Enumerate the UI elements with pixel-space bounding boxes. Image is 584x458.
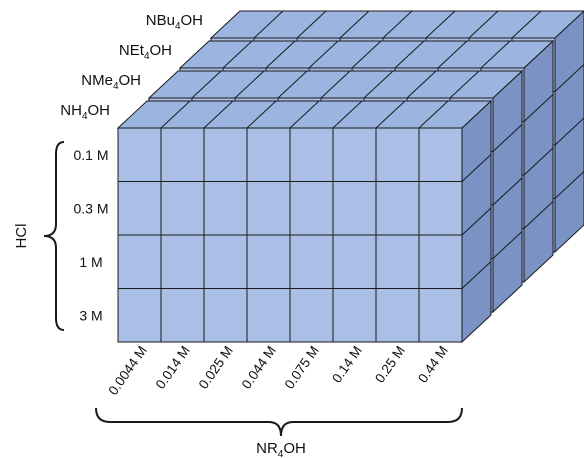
well-cell: [289, 288, 334, 343]
base-label: NH4OH: [60, 102, 110, 122]
well-cell: [246, 181, 291, 236]
top-grid-line: [332, 100, 363, 129]
top-grid-line: [191, 70, 222, 99]
top-grid-line: [382, 10, 413, 39]
well-cell: [117, 181, 162, 236]
well-cell: [332, 127, 377, 182]
nr4oh-concentration-label: 0.025 M: [196, 343, 236, 392]
well-cell: [117, 288, 162, 343]
well-cell: [203, 127, 248, 182]
side-grid-line: [523, 147, 554, 176]
hcl-concentration-label: 3 M: [79, 307, 102, 323]
nr4oh-concentration-label: 0.44 M: [415, 343, 451, 385]
well-cell: [332, 288, 377, 343]
well-cell: [289, 181, 334, 236]
side-grid-line: [461, 261, 492, 289]
side-grid-line: [461, 154, 492, 182]
base-label: NEt4OH: [119, 42, 172, 62]
well-cell: [332, 234, 377, 289]
well-cell: [418, 127, 463, 182]
top-grid-line: [511, 10, 542, 39]
hcl-concentration-label: 1 M: [79, 254, 102, 270]
top-grid-line: [375, 100, 406, 129]
well-cell: [418, 181, 463, 236]
top-grid-line: [394, 40, 425, 69]
top-grid-line: [418, 100, 449, 129]
nr4oh-concentration-label: 0.075 M: [282, 343, 322, 392]
top-grid-line: [277, 70, 308, 99]
base-label: NBu4OH: [146, 12, 203, 32]
nr4oh-concentration-label: 0.0044 M: [105, 343, 150, 398]
hcl-axis-label: HCl: [13, 224, 30, 249]
nr4oh-concentration-label: 0.25 M: [372, 343, 408, 385]
top-grid-line: [308, 40, 339, 69]
top-grid-line: [406, 70, 437, 99]
well-cell: [160, 288, 205, 343]
well-cell: [375, 181, 420, 236]
side-grid-line: [492, 231, 523, 259]
top-grid-line: [253, 10, 284, 39]
side-grid-line: [523, 94, 554, 122]
well-cell: [160, 234, 205, 289]
top-grid-line: [246, 100, 277, 129]
top-grid-line: [351, 40, 382, 69]
side-grid-line: [554, 117, 584, 146]
well-cell: [203, 288, 248, 343]
top-grid-line: [468, 10, 499, 39]
well-cell: [117, 234, 162, 289]
side-grid-line: [461, 207, 492, 236]
well-cell: [117, 127, 162, 182]
top-grid-line: [449, 70, 480, 99]
hcl-concentration-label: 0.1 M: [73, 147, 108, 163]
nr4oh-brace: [95, 407, 463, 437]
top-grid-line: [289, 100, 320, 129]
well-cell: [418, 288, 463, 343]
well-cell: [246, 234, 291, 289]
well-cell: [203, 181, 248, 236]
layer-3: [116, 99, 493, 344]
nr4oh-concentration-label: 0.014 M: [153, 343, 193, 392]
top-grid-line: [339, 10, 370, 39]
well-cell: [375, 288, 420, 343]
well-cell: [375, 127, 420, 182]
well-cell: [418, 234, 463, 289]
side-grid-line: [492, 124, 523, 152]
top-grid-line: [480, 40, 511, 69]
hcl-concentration-label: 0.3 M: [73, 200, 108, 216]
top-grid-line: [425, 10, 456, 39]
top-grid-line: [203, 100, 234, 129]
well-cell: [289, 234, 334, 289]
side-grid-line: [554, 64, 584, 92]
top-grid-line: [437, 40, 468, 69]
well-cell: [160, 181, 205, 236]
well-cell: [375, 234, 420, 289]
top-grid-line: [222, 40, 253, 69]
top-grid-line: [160, 100, 191, 129]
top-grid-line: [320, 70, 351, 99]
nr4oh-concentration-label: 0.14 M: [329, 343, 365, 385]
well-cell: [332, 181, 377, 236]
well-cell: [246, 288, 291, 343]
nr4oh-concentration-label: 0.044 M: [239, 343, 279, 392]
base-label: NMe4OH: [81, 72, 141, 92]
hcl-brace: [43, 141, 65, 331]
well-cell: [246, 127, 291, 182]
well-cell: [160, 127, 205, 182]
well-cell: [289, 127, 334, 182]
top-grid-line: [363, 70, 394, 99]
well-cell: [203, 234, 248, 289]
side-grid-line: [523, 201, 554, 229]
side-grid-line: [492, 177, 523, 206]
nr4oh-axis-label: NR4OH: [256, 440, 306, 458]
top-grid-line: [234, 70, 265, 99]
top-grid-line: [296, 10, 327, 39]
side-grid-line: [554, 171, 584, 199]
top-grid-line: [265, 40, 296, 69]
